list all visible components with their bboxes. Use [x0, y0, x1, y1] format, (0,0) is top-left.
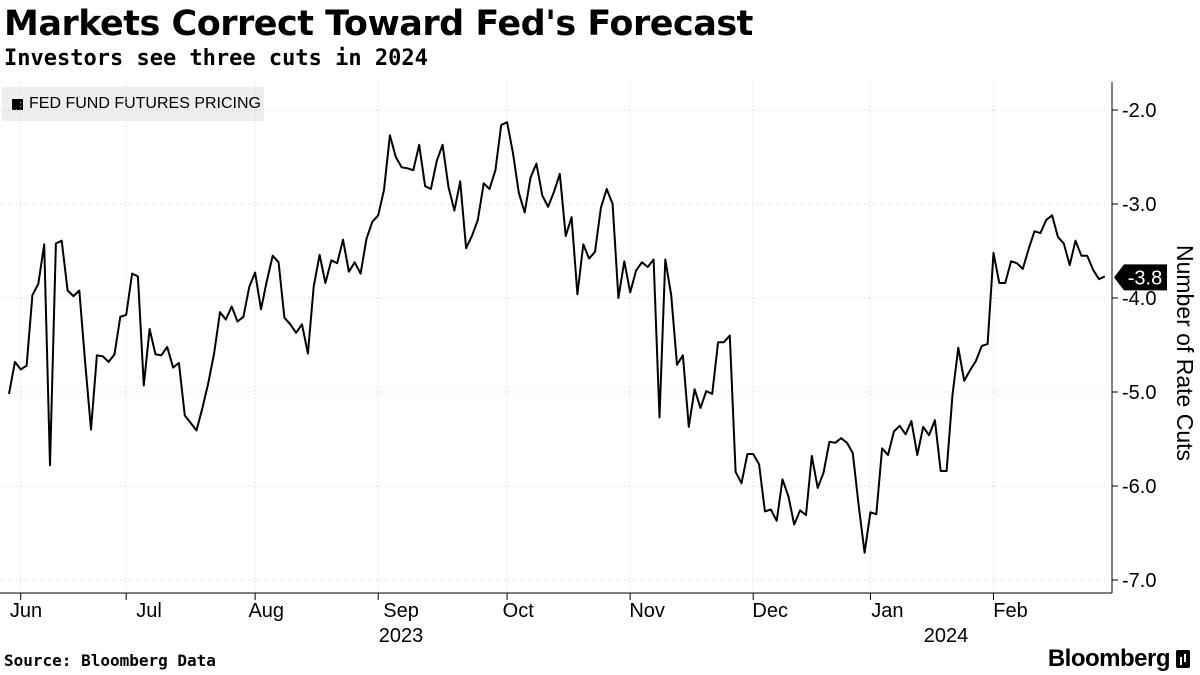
x-tick-label: Dec — [752, 600, 788, 622]
x-tick-label: Oct — [503, 600, 535, 622]
axes: -2.0 -3.0 -4.0 -5.0 -6.0 -7.0 Jun Jul Aug Sep Oct N… — [0, 82, 1156, 647]
y-tick-label: -7.0 — [1122, 570, 1156, 592]
series-layer — [8, 121, 1106, 554]
legend-label: FED FUND FUTURES PRICING — [29, 95, 261, 112]
brand-wordmark: Bloomberg — [1047, 645, 1171, 672]
x-tick-label: Feb — [993, 600, 1027, 622]
x-tick-label: Sep — [383, 600, 419, 622]
last-value-tag — [1114, 264, 1167, 291]
x-tick-label: Jun — [10, 600, 42, 622]
brand-logo: Bloomberg — [1048, 645, 1190, 673]
y-tick-label: -2.0 — [1122, 100, 1156, 122]
x-year-label: 2024 — [924, 625, 969, 647]
last-value-callout: -3.8 — [1114, 264, 1167, 291]
legend-swatch — [12, 98, 23, 110]
x-year-label: 2023 — [379, 625, 424, 647]
chart-title: Markets Correct Toward Fed's Forecast — [4, 4, 753, 44]
bloomberg-terminal-icon — [1176, 650, 1190, 668]
y-tick-label: -3.0 — [1122, 194, 1156, 216]
last-value-label: -3.8 — [1128, 267, 1162, 289]
y-axis-label: Number of Rate Cuts — [1172, 245, 1198, 461]
y-tick-label: -5.0 — [1122, 382, 1156, 404]
gridlines — [0, 82, 1112, 593]
x-tick-label: Jan — [871, 600, 903, 622]
series-line — [8, 121, 1106, 554]
y-tick-label: -4.0 — [1122, 288, 1156, 310]
x-tick-label: Nov — [629, 600, 665, 622]
source-note: Source: Bloomberg Data — [4, 651, 216, 670]
legend: FED FUND FUTURES PRICING — [2, 87, 264, 121]
y-tick-label: -6.0 — [1122, 476, 1156, 498]
x-tick-label: Aug — [248, 600, 284, 622]
x-tick-label: Jul — [136, 600, 162, 622]
chart-subtitle: Investors see three cuts in 2024 — [4, 46, 428, 71]
